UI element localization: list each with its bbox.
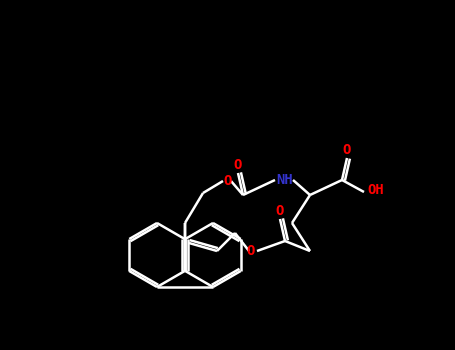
Text: OH: OH bbox=[368, 183, 384, 197]
Text: O: O bbox=[224, 174, 232, 188]
Text: O: O bbox=[247, 244, 255, 258]
Text: O: O bbox=[343, 143, 351, 157]
Text: O: O bbox=[234, 158, 242, 172]
Text: O: O bbox=[276, 204, 284, 218]
Text: NH: NH bbox=[277, 173, 293, 187]
